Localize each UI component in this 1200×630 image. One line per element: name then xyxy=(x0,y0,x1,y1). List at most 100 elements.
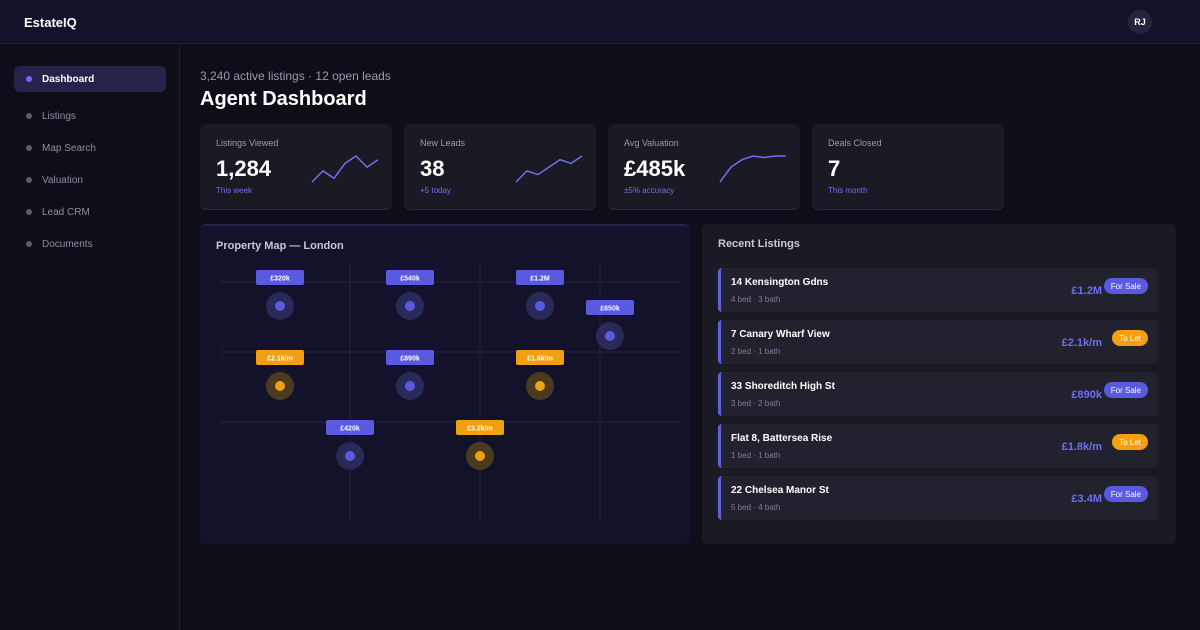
pin-marker[interactable] xyxy=(405,301,415,311)
pin-price-label: £1.2M xyxy=(530,276,550,283)
pin-price-label: £1.8k/m xyxy=(527,356,553,363)
stat-value: 1,284 xyxy=(216,156,272,181)
stat-sub: ±5% accuracy xyxy=(624,186,675,195)
brand-logo[interactable]: EstateIQ xyxy=(24,15,77,30)
top-bar: EstateIQ RJ xyxy=(0,0,1200,44)
sidebar-item-label: Lead CRM xyxy=(42,206,90,218)
pin-marker[interactable] xyxy=(475,451,485,461)
stat-card-avg-valuation[interactable]: Avg Valuation £485k ±5% accuracy xyxy=(608,124,800,210)
sidebar-item-map-search[interactable]: Map Search xyxy=(14,135,166,161)
status-badge: For Sale xyxy=(1103,382,1148,398)
pin-price-tag[interactable] xyxy=(256,270,304,285)
sidebar-item-valuation[interactable]: Valuation xyxy=(14,167,166,193)
recent-listings-panel: Recent Listings 14 Kensington Gdns 4 bed… xyxy=(702,224,1176,544)
listing-meta: 5 bed · 4 bath xyxy=(731,503,781,512)
map-pin[interactable]: £1.2M xyxy=(516,270,564,320)
pin-price-label: £890k xyxy=(400,356,420,363)
map-pin[interactable]: £650k xyxy=(586,300,634,350)
pin-price-tag[interactable] xyxy=(386,350,434,365)
pin-marker[interactable] xyxy=(535,381,545,391)
map-pin[interactable]: £2.1k/m xyxy=(256,350,304,400)
pin-price-tag[interactable] xyxy=(256,350,304,365)
avatar[interactable]: RJ xyxy=(1128,10,1152,34)
listing-price: £1.8k/m xyxy=(1061,441,1102,453)
sparkline-path xyxy=(515,155,583,183)
map-pin[interactable]: £3.2k/m xyxy=(456,420,504,470)
dot-icon xyxy=(26,209,32,215)
pin-price-label: £650k xyxy=(600,306,620,313)
listing-name: 22 Chelsea Manor St xyxy=(731,485,829,496)
pin-price-label: £3.2k/m xyxy=(467,426,493,433)
stat-sub: This month xyxy=(828,186,868,195)
dot-icon xyxy=(26,177,32,183)
sparkline-chart xyxy=(515,155,583,183)
pin-marker[interactable] xyxy=(535,301,545,311)
pin-price-label: £2.1k/m xyxy=(267,356,293,363)
map-title: Property Map — London xyxy=(216,240,344,252)
stat-value: 38 xyxy=(420,156,445,181)
stat-value: 7 xyxy=(828,156,841,181)
listing-meta: 2 bed · 1 bath xyxy=(731,347,781,356)
listing-price: £890k xyxy=(1071,389,1102,401)
recent-listings-title: Recent Listings xyxy=(718,238,800,250)
pin-marker[interactable] xyxy=(275,301,285,311)
sparkline-path xyxy=(719,155,786,183)
pin-price-tag[interactable] xyxy=(326,420,374,435)
pin-price-tag[interactable] xyxy=(386,270,434,285)
listing-item[interactable]: 7 Canary Wharf View 2 bed · 1 bath £2.1k… xyxy=(718,320,1158,364)
pin-marker[interactable] xyxy=(275,381,285,391)
listing-name: 7 Canary Wharf View xyxy=(731,329,830,340)
pin-marker[interactable] xyxy=(605,331,615,341)
page-title: Agent Dashboard xyxy=(200,88,367,110)
stat-card-deals-closed[interactable]: Deals Closed 7 This month xyxy=(812,124,1004,210)
listing-name: 14 Kensington Gdns xyxy=(731,277,829,288)
sidebar: Dashboard Listings Map Search Valuation … xyxy=(0,44,180,630)
map-canvas[interactable]: £320k £540k £1.2M £650k £2.1k/m £890k £1.8k/m £… xyxy=(200,226,690,546)
map-pin[interactable]: £540k xyxy=(386,270,434,320)
sidebar-item-label: Map Search xyxy=(42,142,96,154)
listing-item[interactable]: Flat 8, Battersea Rise 1 bed · 1 bath £1… xyxy=(718,424,1158,468)
listing-meta: 4 bed · 3 bath xyxy=(731,295,781,304)
status-badge: To Let xyxy=(1112,330,1148,346)
pin-price-tag[interactable] xyxy=(456,420,504,435)
listing-price: £3.4M xyxy=(1071,493,1102,505)
sidebar-item-label: Listings xyxy=(42,110,76,122)
dot-icon xyxy=(26,76,32,82)
listing-meta: 3 bed · 2 bath xyxy=(731,399,781,408)
listing-meta: 1 bed · 1 bath xyxy=(731,451,781,460)
listing-price: £1.2M xyxy=(1071,285,1102,297)
listing-item[interactable]: 22 Chelsea Manor St 5 bed · 4 bath £3.4M… xyxy=(718,476,1158,520)
map-pin[interactable]: £1.8k/m xyxy=(516,350,564,400)
stat-label: Avg Valuation xyxy=(624,138,679,148)
listing-name: 33 Shoreditch High St xyxy=(731,381,835,392)
page-subtitle: 3,240 active listings · 12 open leads xyxy=(200,69,391,83)
stat-value: £485k xyxy=(624,156,686,181)
map-pin[interactable]: £890k xyxy=(386,350,434,400)
stat-card-new-leads[interactable]: New Leads 38 +5 today xyxy=(404,124,596,210)
pin-price-tag[interactable] xyxy=(586,300,634,315)
pin-marker[interactable] xyxy=(345,451,355,461)
sparkline-chart xyxy=(311,155,379,183)
stat-card-listings-viewed[interactable]: Listings Viewed 1,284 This week xyxy=(200,124,392,210)
listing-item[interactable]: 14 Kensington Gdns 4 bed · 3 bath £1.2M … xyxy=(718,268,1158,312)
pin-price-label: £540k xyxy=(400,276,420,283)
property-map-panel[interactable]: £320k £540k £1.2M £650k £2.1k/m £890k £1.8k/m £… xyxy=(200,224,690,544)
sidebar-item-listings[interactable]: Listings xyxy=(14,103,166,129)
listing-item[interactable]: 33 Shoreditch High St 3 bed · 2 bath £89… xyxy=(718,372,1158,416)
sidebar-item-label: Documents xyxy=(42,238,93,250)
map-pins: £320k £540k £1.2M £650k £2.1k/m £890k £1.8k/m £… xyxy=(256,270,634,470)
map-pin[interactable]: £420k xyxy=(326,420,374,470)
map-pin[interactable]: £320k xyxy=(256,270,304,320)
sidebar-item-documents[interactable]: Documents xyxy=(14,231,166,257)
sidebar-item-label: Dashboard xyxy=(42,73,95,85)
pin-price-tag[interactable] xyxy=(516,350,564,365)
stat-sub: +5 today xyxy=(420,186,451,195)
sidebar-item-lead-crm[interactable]: Lead CRM xyxy=(14,199,166,225)
stat-sub: This week xyxy=(216,186,253,195)
listing-name: Flat 8, Battersea Rise xyxy=(731,433,833,444)
pin-price-tag[interactable] xyxy=(516,270,564,285)
pin-price-label: £320k xyxy=(270,276,290,283)
status-badge: For Sale xyxy=(1103,486,1148,502)
sidebar-item-dashboard[interactable]: Dashboard xyxy=(14,66,166,92)
pin-marker[interactable] xyxy=(405,381,415,391)
